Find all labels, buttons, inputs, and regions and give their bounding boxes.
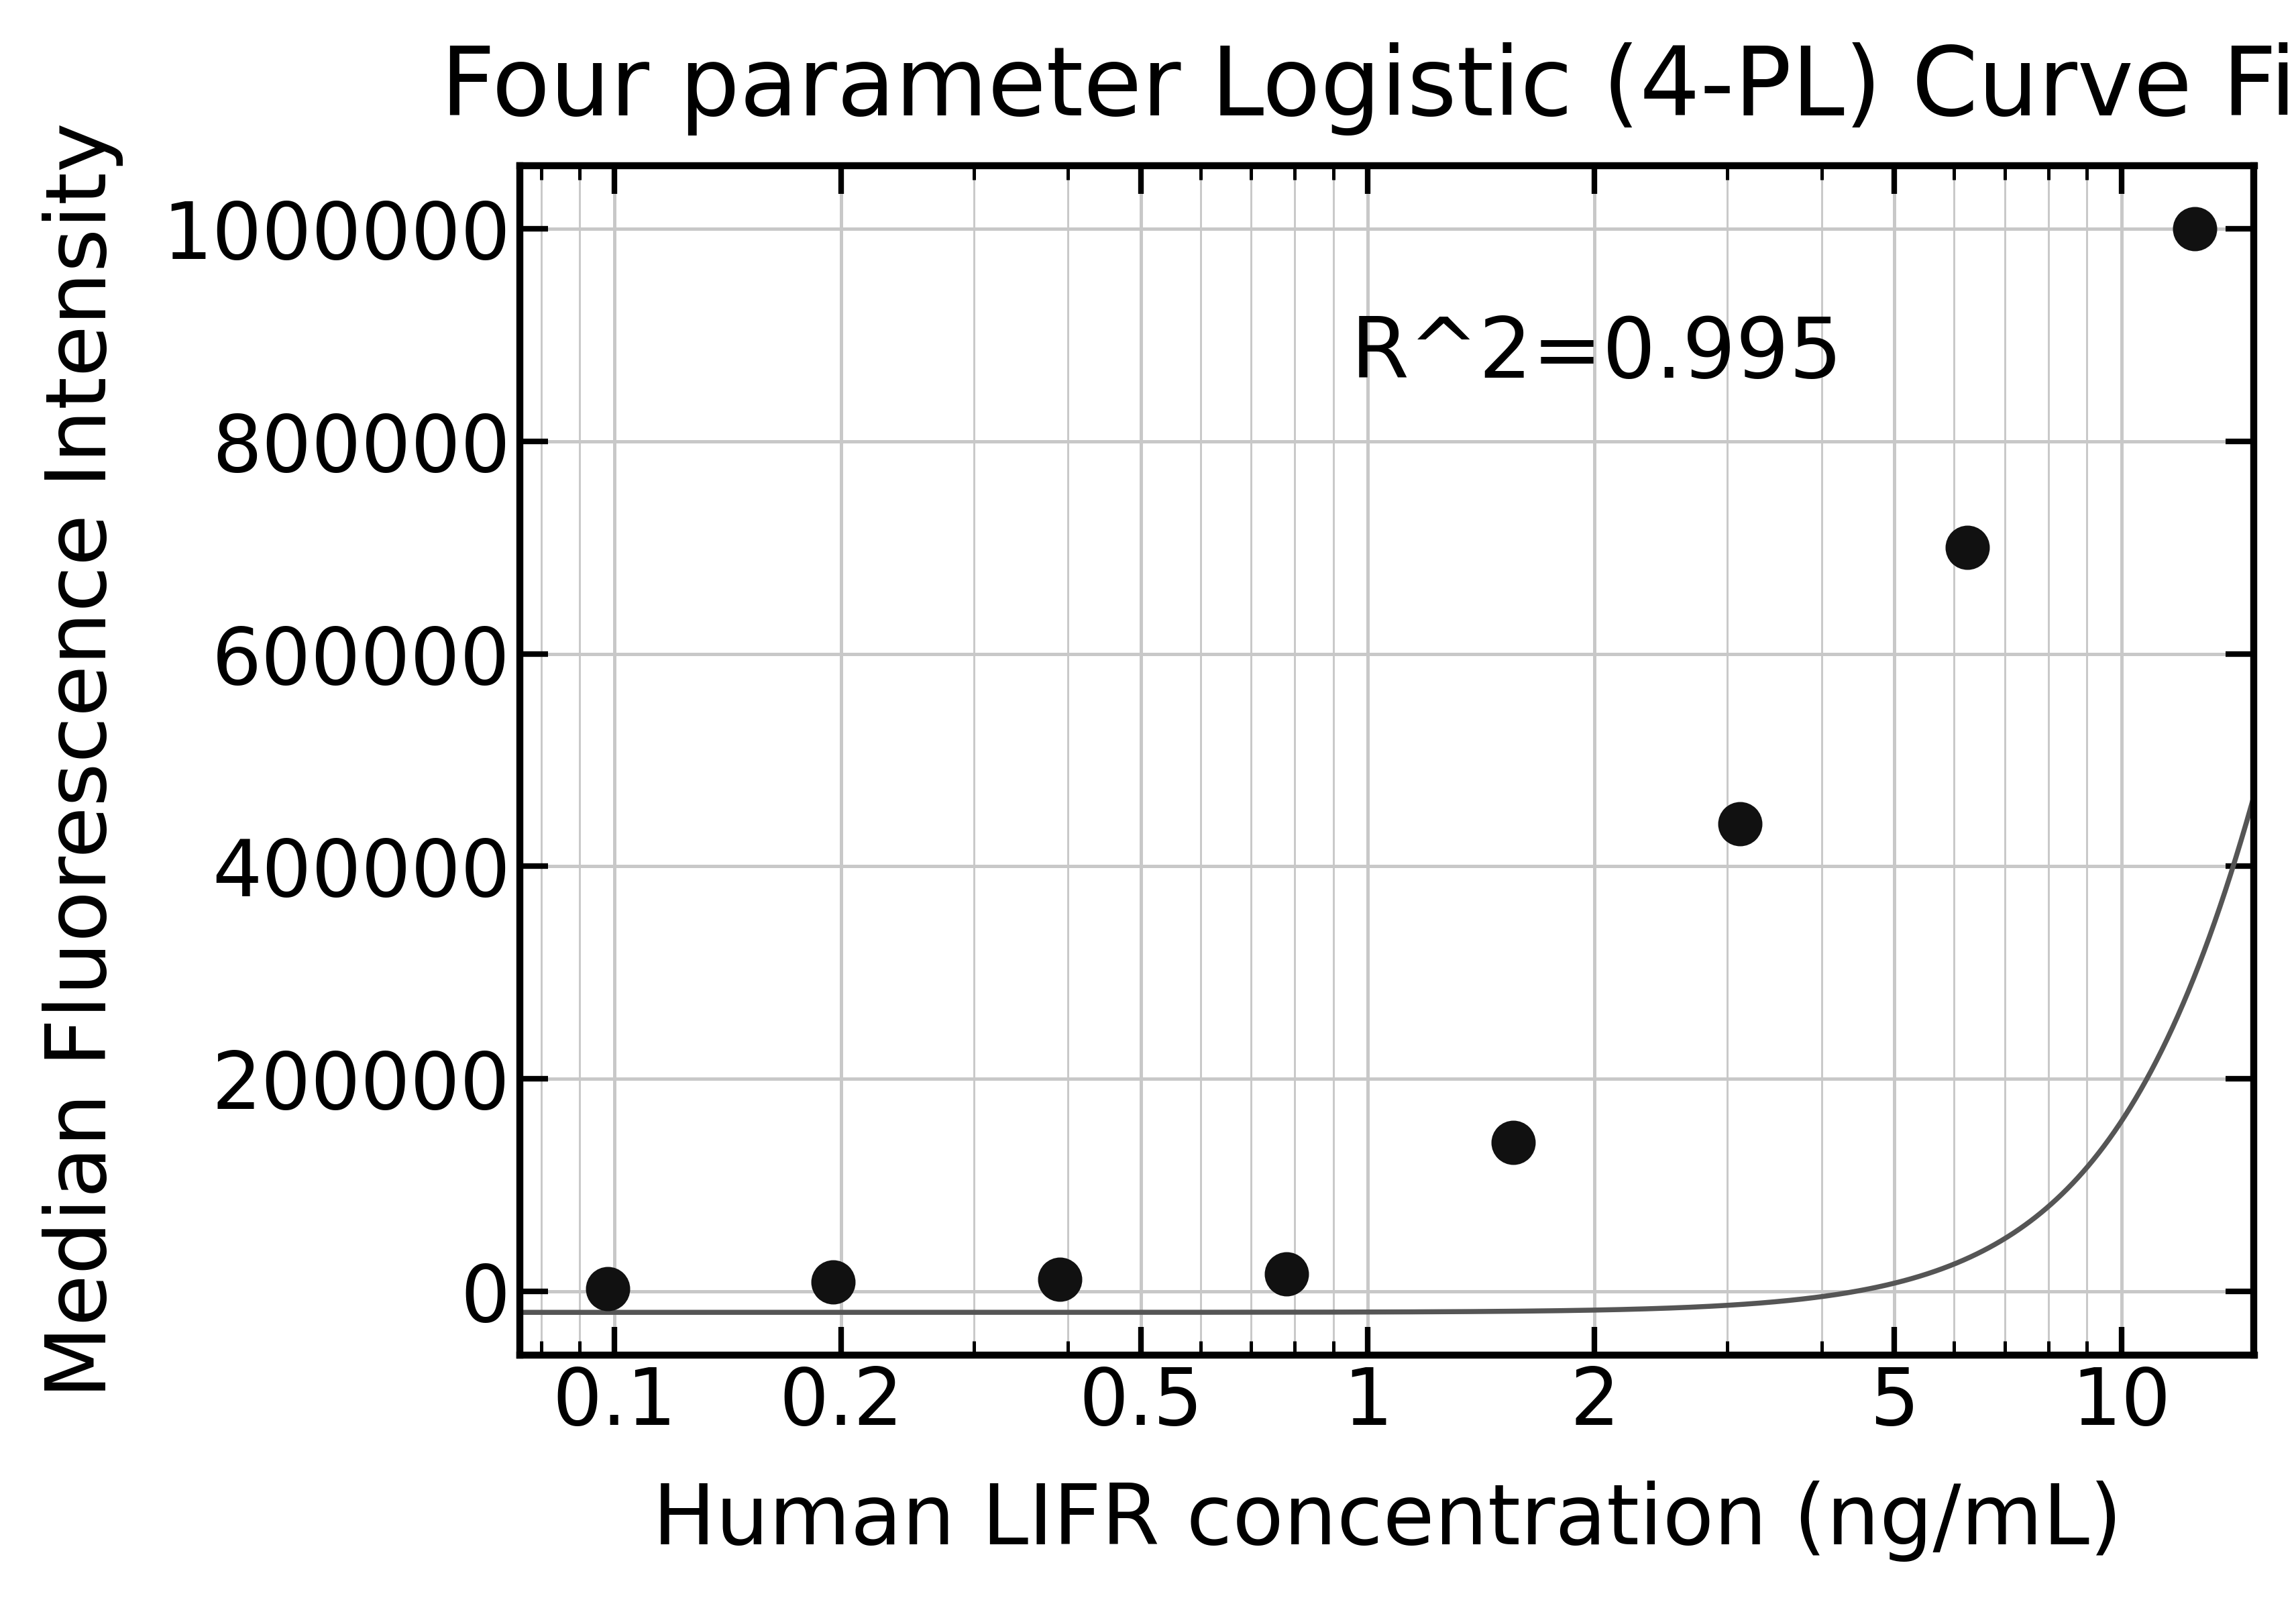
Point [815, 1269, 852, 1294]
Point [1267, 1261, 1304, 1286]
Point [1495, 1129, 1531, 1155]
Point [1949, 534, 1986, 560]
Point [590, 1277, 627, 1302]
X-axis label: Human LIFR concentration (ng/mL): Human LIFR concentration (ng/mL) [652, 1480, 2122, 1562]
Point [1722, 812, 1759, 837]
Point [2177, 217, 2213, 242]
Text: R^2=0.995: R^2=0.995 [1350, 314, 1844, 395]
Title: Four parameter Logistic (4-PL) Curve Fit: Four parameter Logistic (4-PL) Curve Fit [441, 42, 2296, 135]
Y-axis label: Median Fluorescence Intensity: Median Fluorescence Intensity [41, 122, 124, 1399]
Point [1042, 1267, 1079, 1293]
